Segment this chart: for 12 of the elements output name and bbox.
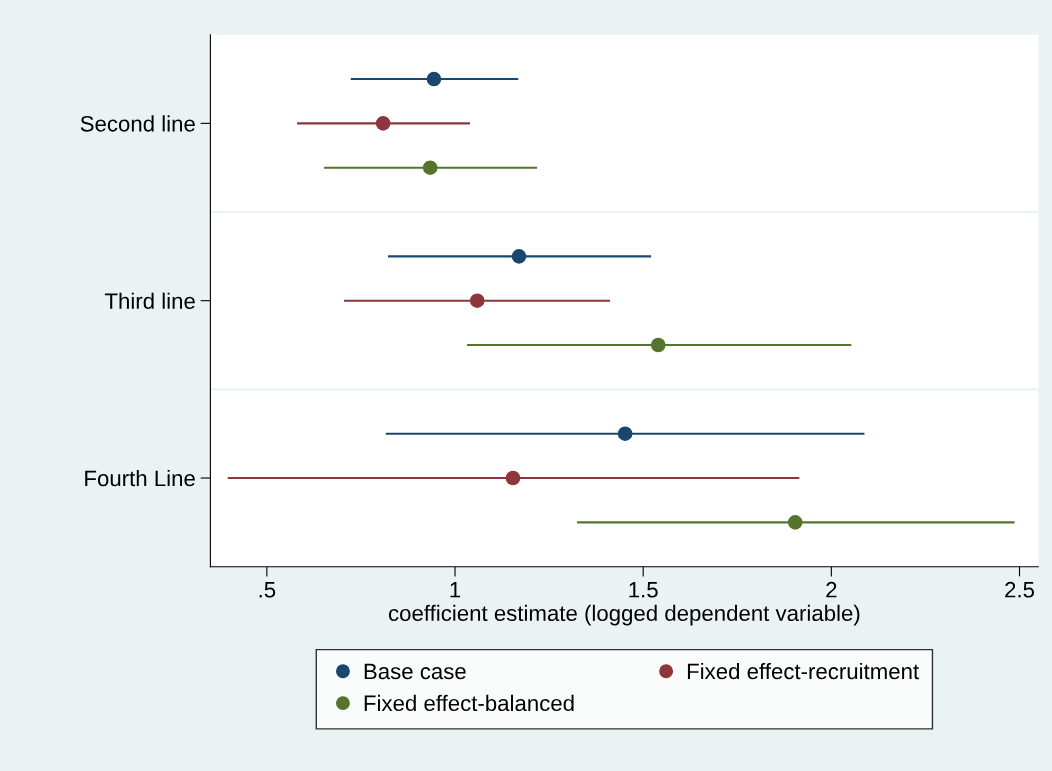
x-tick-label: 2.5 <box>1005 581 1035 598</box>
x-tick-label: .5 <box>259 582 276 598</box>
legend-label: Fixed effect-recruitment <box>687 662 919 680</box>
legend-label: Base case <box>364 663 466 680</box>
y-tick-label: Fourth Line <box>85 469 195 487</box>
x-tick-label: 1 <box>450 582 461 598</box>
y-tick-label: Third line <box>104 292 195 309</box>
x-axis-title: coefficient estimate (logged dependent variable) <box>388 604 860 626</box>
x-tick-label: 1.5 <box>629 582 658 598</box>
legend-label: Fixed effect-balanced <box>364 694 574 712</box>
x-tick-label: 2 <box>826 581 837 598</box>
y-tick-label: Second line <box>80 115 195 132</box>
